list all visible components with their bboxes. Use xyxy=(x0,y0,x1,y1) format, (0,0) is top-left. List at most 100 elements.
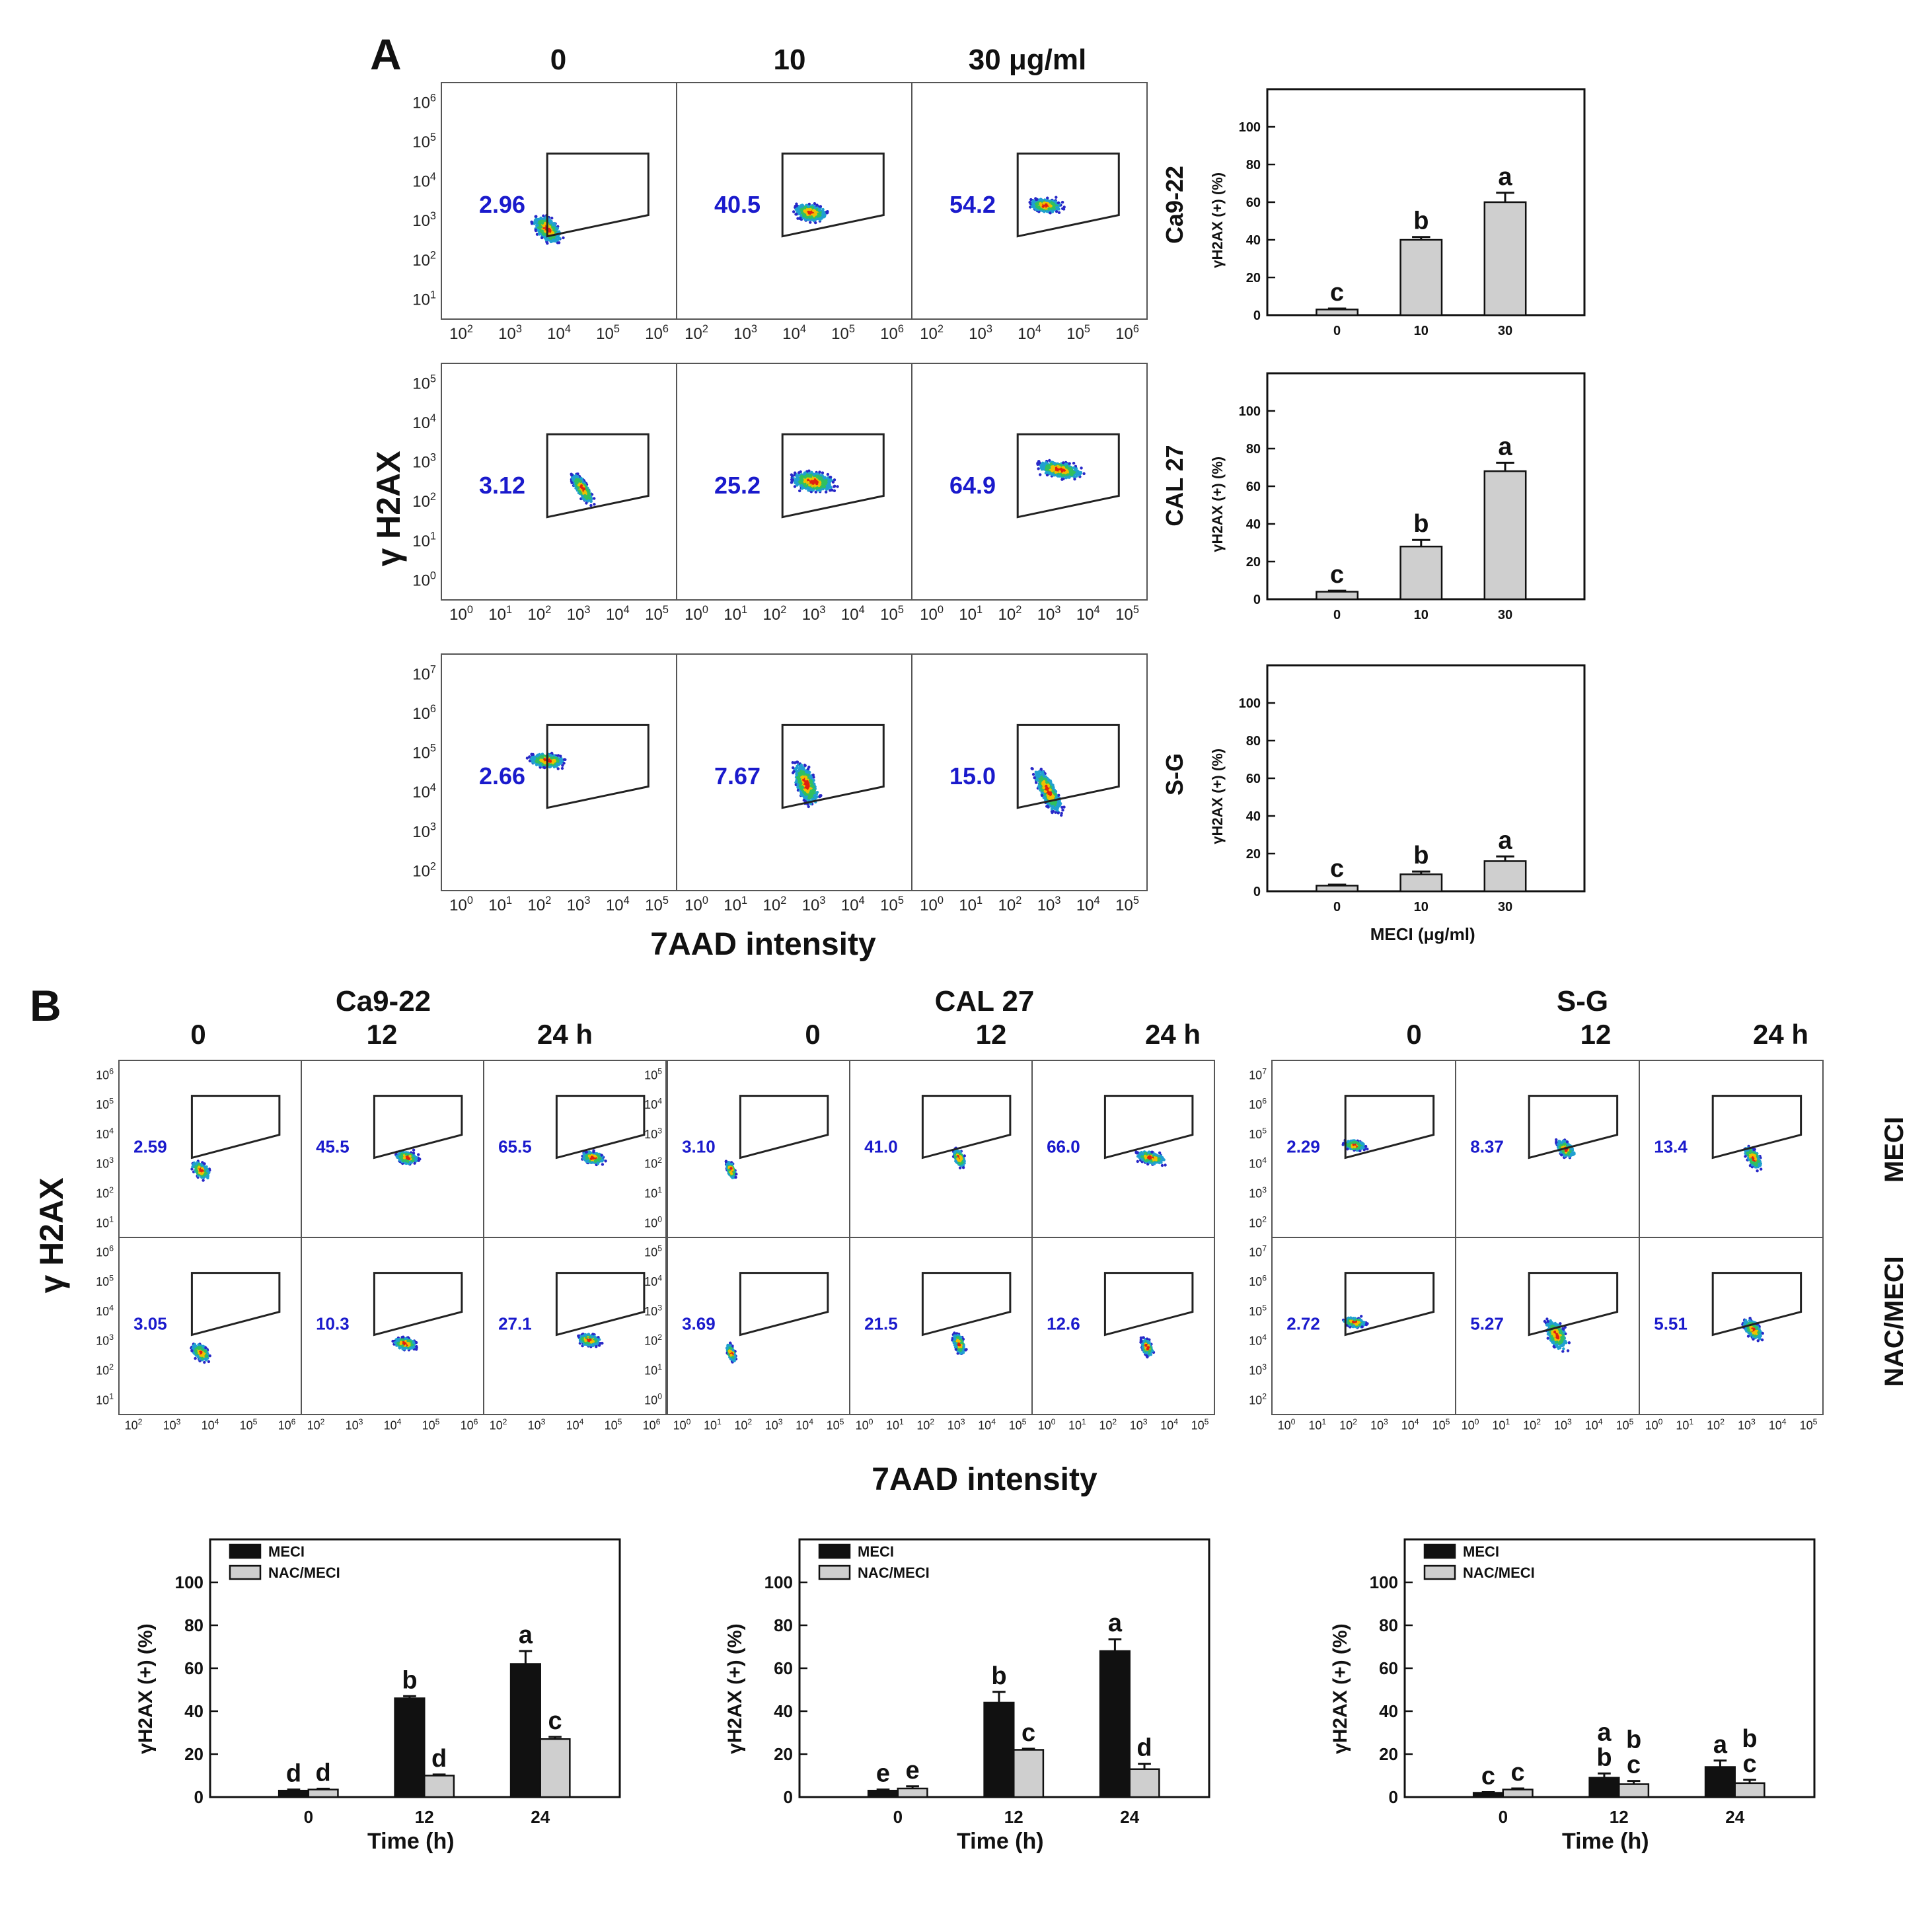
flow-event-dot xyxy=(1082,472,1086,476)
flow-event-dot xyxy=(1058,470,1062,474)
flow-event-dot xyxy=(572,476,576,480)
flow-ytick-label: 104 xyxy=(412,412,436,432)
flow-event-dot xyxy=(534,228,537,232)
flow-event-dot xyxy=(557,241,561,244)
flow-event-dot xyxy=(1030,205,1034,208)
flow-event-dot xyxy=(577,483,581,487)
flow-event-dot xyxy=(803,472,806,476)
gate-percentage-value: 3.12 xyxy=(479,472,525,499)
flow-xtick-label: 105 xyxy=(1066,323,1090,343)
flow-event-dot xyxy=(827,482,831,486)
flow-event-dot xyxy=(808,483,811,487)
flow-event-dot xyxy=(811,488,815,492)
flow-xtick-label: 101 xyxy=(724,604,747,624)
flow-event-dot xyxy=(593,503,596,506)
flow-event-dot xyxy=(790,480,794,483)
flow-event-dot xyxy=(803,213,807,217)
flow-event-dot xyxy=(1051,210,1055,213)
flow-event-dot xyxy=(1037,467,1040,470)
flow-event-dot xyxy=(823,215,827,218)
flow-event-dot xyxy=(1046,464,1050,468)
flow-event-dot xyxy=(821,471,825,474)
flow-xtick-label: 104 xyxy=(841,604,865,624)
flow-event-dot xyxy=(790,474,794,478)
flow-event-dot xyxy=(551,238,555,242)
flow-event-dot xyxy=(809,207,813,211)
flow-event-dot xyxy=(795,202,798,205)
flow-xtick-label: 103 xyxy=(498,323,522,343)
flow-event-dot xyxy=(1064,470,1068,474)
flow-ytick-label: 105 xyxy=(412,743,436,762)
flow-event-dot xyxy=(794,204,798,208)
flow-event-dot xyxy=(825,479,828,482)
flow-event-dot xyxy=(825,211,829,215)
flow-event-dot xyxy=(562,236,565,240)
gate-percentage-value: 40.5 xyxy=(714,191,761,218)
flow-event-dot xyxy=(539,225,543,229)
flow-event-dot xyxy=(798,489,801,493)
flow-event-dot xyxy=(831,488,834,492)
flow-event-dot xyxy=(1045,468,1049,471)
flow-event-dot xyxy=(1061,466,1065,469)
flow-event-dot xyxy=(1054,470,1058,474)
flow-xtick-label: 103 xyxy=(1037,604,1061,624)
flow-xtick-label: 102 xyxy=(998,604,1022,624)
flow-event-dot xyxy=(812,219,816,223)
flow-event-dot xyxy=(799,208,803,211)
flow-event-dot xyxy=(818,470,821,474)
flow-xtick-label: 104 xyxy=(782,323,806,343)
flow-event-dot xyxy=(825,490,828,494)
flow-event-dot xyxy=(1049,462,1053,466)
flow-event-dot xyxy=(544,233,547,236)
flow-event-dot xyxy=(540,236,544,240)
flow-event-dot xyxy=(803,209,807,213)
flow-event-dot xyxy=(1045,199,1049,202)
flow-event-dot xyxy=(543,221,547,225)
flow-event-dot xyxy=(796,484,799,487)
flow-event-dot xyxy=(550,221,553,225)
flow-ytick-label: 102 xyxy=(412,491,436,511)
flow-event-dot xyxy=(819,476,823,480)
flow-event-dot xyxy=(827,485,830,488)
flow-event-dot xyxy=(800,474,803,478)
flow-event-dot xyxy=(1072,466,1076,470)
flow-event-dot xyxy=(533,756,536,760)
flow-event-dot xyxy=(819,486,823,489)
flow-event-dot xyxy=(1031,200,1035,203)
flow-event-dot xyxy=(815,482,819,486)
flow-event-dot xyxy=(831,480,835,484)
flow-event-dot xyxy=(553,758,556,762)
flow-frame xyxy=(441,82,1148,320)
flow-ytick-label: 102 xyxy=(412,250,436,270)
flow-event-dot xyxy=(833,485,836,488)
flow-event-dot xyxy=(536,223,539,227)
flow-event-dot xyxy=(1070,470,1074,474)
flow-event-dot xyxy=(562,758,566,761)
flow-event-dot xyxy=(539,758,542,762)
flow-event-dot xyxy=(545,237,549,240)
flow-scatter xyxy=(792,202,829,225)
flow-event-dot xyxy=(546,242,549,245)
flow-event-dot xyxy=(556,759,560,762)
flow-event-dot xyxy=(1047,207,1051,211)
flow-event-dot xyxy=(803,480,806,484)
flow-event-dot xyxy=(540,221,544,225)
flow-event-dot xyxy=(570,473,574,477)
flow-event-dot xyxy=(1072,461,1076,465)
flow-event-dot xyxy=(583,490,587,494)
flow-event-dot xyxy=(826,472,830,476)
flow-event-dot xyxy=(815,487,819,490)
flow-event-dot xyxy=(542,224,546,228)
flow-event-dot xyxy=(581,494,584,497)
flow-event-dot xyxy=(542,217,546,221)
flow-event-dot xyxy=(550,756,554,760)
flow-event-dot xyxy=(528,755,531,759)
flow-event-dot xyxy=(815,476,819,479)
flow-event-dot xyxy=(556,239,560,242)
flow-event-dot xyxy=(801,203,804,207)
flow-event-dot xyxy=(1068,462,1071,465)
flow-event-dot xyxy=(1080,466,1083,470)
flow-event-dot xyxy=(531,753,535,756)
